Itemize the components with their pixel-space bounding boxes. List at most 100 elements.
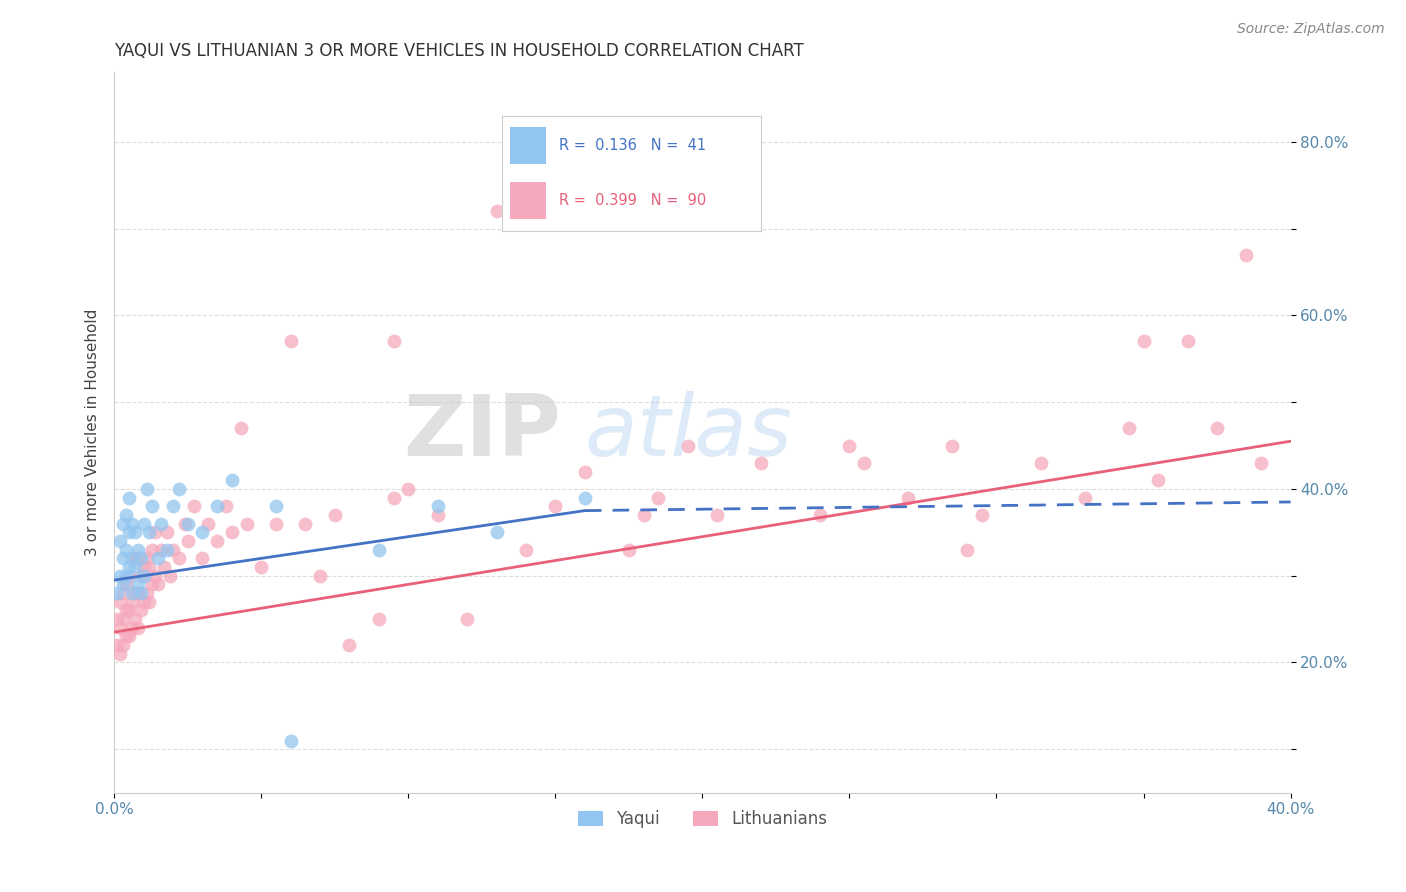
- Point: [124, 551, 146, 566]
- Point: [127, 586, 149, 600]
- Point: [124, 612, 146, 626]
- Point: [129, 568, 152, 582]
- Point: [121, 621, 143, 635]
- Legend: Yaqui, Lithuanians: Yaqui, Lithuanians: [571, 804, 834, 835]
- Point: [115, 630, 138, 644]
- Point: [706, 508, 728, 522]
- Point: [197, 516, 219, 531]
- Point: [129, 586, 152, 600]
- Point: [141, 500, 163, 514]
- Point: [111, 638, 134, 652]
- Point: [382, 491, 405, 505]
- Point: [956, 542, 979, 557]
- Point: [118, 630, 141, 644]
- Point: [515, 542, 537, 557]
- Point: [250, 560, 273, 574]
- Point: [1147, 473, 1170, 487]
- Point: [127, 577, 149, 591]
- Point: [115, 568, 138, 582]
- Point: [124, 525, 146, 540]
- Point: [118, 491, 141, 505]
- Point: [191, 525, 214, 540]
- Point: [153, 560, 176, 574]
- Point: [105, 586, 128, 600]
- Text: YAQUI VS LITHUANIAN 3 OR MORE VEHICLES IN HOUSEHOLD CORRELATION CHART: YAQUI VS LITHUANIAN 3 OR MORE VEHICLES I…: [114, 42, 804, 60]
- Point: [129, 603, 152, 617]
- Point: [1177, 334, 1199, 349]
- Point: [159, 568, 181, 582]
- Point: [150, 516, 173, 531]
- Point: [127, 542, 149, 557]
- Point: [1132, 334, 1154, 349]
- Point: [456, 612, 478, 626]
- Point: [177, 516, 200, 531]
- Point: [111, 612, 134, 626]
- Point: [162, 542, 184, 557]
- Point: [148, 577, 170, 591]
- Point: [396, 482, 419, 496]
- Point: [145, 568, 167, 582]
- Point: [118, 568, 141, 582]
- Point: [215, 500, 238, 514]
- Point: [141, 577, 163, 591]
- Point: [1118, 421, 1140, 435]
- Point: [132, 595, 155, 609]
- Point: [127, 551, 149, 566]
- Point: [574, 491, 596, 505]
- Point: [367, 542, 389, 557]
- Point: [280, 733, 302, 747]
- Point: [941, 439, 963, 453]
- Point: [135, 586, 157, 600]
- Point: [229, 421, 252, 435]
- Point: [156, 525, 179, 540]
- Point: [426, 500, 449, 514]
- Point: [167, 482, 190, 496]
- Point: [808, 508, 831, 522]
- Point: [108, 534, 131, 549]
- Point: [118, 560, 141, 574]
- Point: [647, 491, 669, 505]
- Point: [115, 577, 138, 591]
- Point: [1073, 491, 1095, 505]
- Point: [205, 500, 228, 514]
- Point: [111, 516, 134, 531]
- Point: [141, 542, 163, 557]
- Point: [111, 551, 134, 566]
- Point: [264, 500, 287, 514]
- Text: ZIP: ZIP: [404, 391, 561, 474]
- Point: [897, 491, 920, 505]
- Point: [108, 568, 131, 582]
- Point: [118, 525, 141, 540]
- Point: [145, 525, 167, 540]
- Point: [264, 516, 287, 531]
- Point: [221, 473, 243, 487]
- Point: [111, 577, 134, 591]
- Point: [294, 516, 316, 531]
- Point: [108, 595, 131, 609]
- Point: [221, 525, 243, 540]
- Point: [167, 551, 190, 566]
- Point: [574, 465, 596, 479]
- Y-axis label: 3 or more Vehicles in Household: 3 or more Vehicles in Household: [86, 309, 100, 557]
- Point: [129, 551, 152, 566]
- Point: [544, 500, 567, 514]
- Point: [235, 516, 257, 531]
- Text: Source: ZipAtlas.com: Source: ZipAtlas.com: [1237, 22, 1385, 37]
- Point: [115, 508, 138, 522]
- Point: [485, 525, 508, 540]
- Point: [132, 568, 155, 582]
- Point: [191, 551, 214, 566]
- Point: [749, 456, 772, 470]
- Point: [127, 621, 149, 635]
- Point: [108, 647, 131, 661]
- Point: [173, 516, 195, 531]
- Point: [121, 516, 143, 531]
- Point: [309, 568, 332, 582]
- Point: [426, 508, 449, 522]
- Point: [105, 638, 128, 652]
- Point: [124, 560, 146, 574]
- Point: [1206, 421, 1229, 435]
- Point: [970, 508, 993, 522]
- Point: [124, 586, 146, 600]
- Point: [1236, 247, 1258, 261]
